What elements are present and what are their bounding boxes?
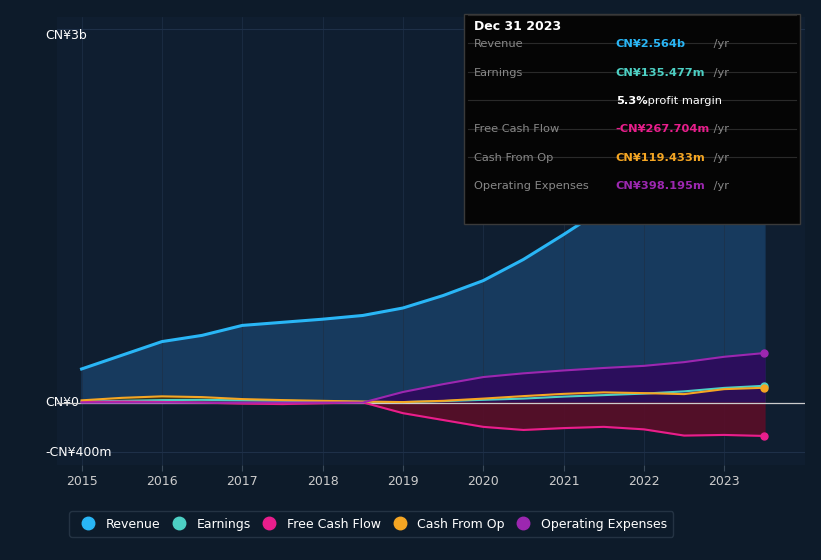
Text: CN¥2.564b: CN¥2.564b: [616, 39, 686, 49]
Text: Free Cash Flow: Free Cash Flow: [474, 124, 559, 134]
Text: Operating Expenses: Operating Expenses: [474, 181, 589, 192]
Text: -CN¥267.704m: -CN¥267.704m: [616, 124, 710, 134]
Legend: Revenue, Earnings, Free Cash Flow, Cash From Op, Operating Expenses: Revenue, Earnings, Free Cash Flow, Cash …: [69, 511, 673, 537]
Text: Dec 31 2023: Dec 31 2023: [474, 20, 561, 32]
Text: Cash From Op: Cash From Op: [474, 153, 553, 163]
Text: /yr: /yr: [710, 153, 729, 163]
Text: /yr: /yr: [710, 124, 729, 134]
Text: CN¥135.477m: CN¥135.477m: [616, 68, 705, 78]
Text: Revenue: Revenue: [474, 39, 523, 49]
Text: -CN¥400m: -CN¥400m: [45, 446, 112, 459]
Text: CN¥119.433m: CN¥119.433m: [616, 153, 705, 163]
Text: CN¥3b: CN¥3b: [45, 29, 87, 42]
Text: Earnings: Earnings: [474, 68, 523, 78]
Text: CN¥398.195m: CN¥398.195m: [616, 181, 705, 192]
Text: profit margin: profit margin: [644, 96, 722, 106]
Text: 5.3%: 5.3%: [616, 96, 648, 106]
Text: /yr: /yr: [710, 181, 729, 192]
Text: /yr: /yr: [710, 39, 729, 49]
Text: CN¥0: CN¥0: [45, 396, 80, 409]
Text: /yr: /yr: [710, 68, 729, 78]
